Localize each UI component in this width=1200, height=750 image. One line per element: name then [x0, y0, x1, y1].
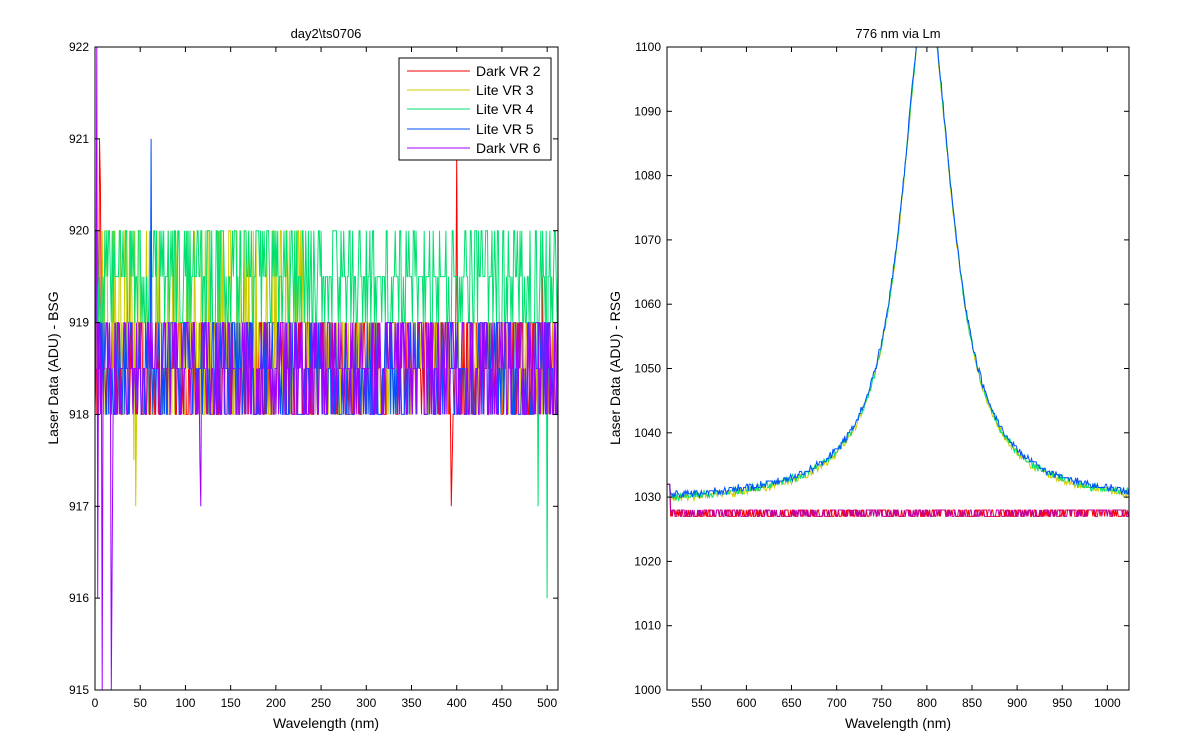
chart-right-series-group: [667, 47, 1129, 517]
chart-left-ylabel: Laser Data (ADU) - BSG: [45, 291, 61, 444]
chart-left-xtick-label: 250: [311, 696, 331, 710]
chart-right-ylabel: Laser Data (ADU) - RSG: [607, 291, 623, 445]
legend-label-dark-vr-2: Dark VR 2: [476, 63, 541, 79]
chart-right-ytick-label: 1020: [634, 554, 661, 568]
chart-right-xtick-label: 600: [736, 696, 756, 710]
chart-right-ytick-label: 1040: [634, 426, 661, 440]
chart-left-ytick-label: 921: [69, 132, 89, 146]
chart-right-ytick-label: 1000: [634, 683, 661, 697]
chart-right-xtick-label: 950: [1052, 696, 1072, 710]
chart-left-axes-box: [94, 46, 559, 691]
chart-right: 776 nm via Lm 550 600 650 700 750 800 850 900 95…: [607, 26, 1130, 731]
chart-right-ytick-label: 1090: [634, 104, 661, 118]
chart-right-plot-area: 550 600 650 700 750 800 850 900 950 1000 1000 1010…: [634, 40, 1130, 710]
chart-right-xtick-label: 900: [1007, 696, 1027, 710]
chart-right-y-ticks: 1000 1010 1020 1030 1040 1050 1060 1070 1080 1090…: [634, 40, 1129, 697]
chart-right-xlabel: Wavelength (nm): [845, 715, 951, 731]
chart-right-xtick-label: 800: [917, 696, 937, 710]
chart-right-xtick-label: 700: [827, 696, 847, 710]
legend-label-dark-vr-6: Dark VR 6: [476, 140, 541, 156]
chart-right-ytick-label: 1010: [634, 619, 661, 633]
chart-right-x-ticks: 550 600 650 700 750 800 850 900 950 1000: [691, 47, 1121, 710]
chart-right-background: [667, 47, 1129, 690]
chart-left: day2\ts0706 0 50 100 150 200 250 300 350 400 450 5…: [45, 26, 559, 731]
series-line-lite-vr-5: [667, 47, 1129, 499]
chart-left-x-ticks: 0 50 100 150 200 250 300 350 400 450 500: [92, 47, 557, 710]
legend-label-lite-vr-3: Lite VR 3: [476, 82, 534, 98]
chart-left-xtick-label: 200: [266, 696, 286, 710]
chart-left-xtick-label: 500: [537, 696, 557, 710]
series-line-dark-vr-6: [667, 483, 1129, 517]
chart-left-xtick-label: 50: [134, 696, 148, 710]
chart-right-xtick-label: 1000: [1094, 696, 1121, 710]
chart-left-xtick-label: 0: [92, 696, 99, 710]
chart-left-ytick-label: 915: [69, 683, 89, 697]
chart-left-ytick-label: 916: [69, 591, 89, 605]
legend-label-lite-vr-5: Lite VR 5: [476, 121, 534, 137]
chart-left-y-ticks: 915 916 917 918 919 920 921 922: [69, 40, 558, 697]
chart-left-xlabel: Wavelength (nm): [273, 715, 379, 731]
chart-right-title: 776 nm via Lm: [855, 26, 940, 41]
chart-left-ytick-label: 920: [69, 224, 89, 238]
series-line-lite-vr-4: [94, 230, 559, 599]
chart-right-ytick-label: 1050: [634, 362, 661, 376]
chart-right-ytick-label: 1100: [635, 40, 661, 54]
chart-right-xtick-label: 750: [872, 696, 892, 710]
chart-left-ytick-label: 917: [69, 499, 89, 513]
legend-label-lite-vr-4: Lite VR 4: [476, 101, 534, 117]
chart-right-ytick-label: 1060: [634, 297, 661, 311]
chart-left-xtick-label: 450: [492, 696, 512, 710]
chart-left-ytick-label: 919: [69, 316, 89, 330]
chart-left-series-group: [94, 46, 559, 691]
chart-left-xtick-label: 150: [221, 696, 241, 710]
chart-left-xtick-label: 350: [401, 696, 421, 710]
chart-left-legend: Dark VR 2 Lite VR 3 Lite VR 4 Lite VR 5 …: [398, 57, 552, 161]
chart-left-xtick-label: 300: [356, 696, 376, 710]
chart-right-xtick-label: 650: [782, 696, 802, 710]
series-line-dark-vr-6: [94, 46, 559, 691]
chart-left-title: day2\ts0706: [291, 26, 362, 41]
chart-left-ytick-label: 922: [69, 40, 89, 54]
chart-right-ytick-label: 1030: [634, 490, 661, 504]
chart-left-ytick-label: 918: [69, 407, 89, 421]
chart-left-xtick-label: 100: [175, 696, 195, 710]
chart-right-ytick-label: 1080: [634, 169, 661, 183]
chart-left-xtick-label: 400: [447, 696, 467, 710]
chart-right-xtick-label: 550: [691, 696, 711, 710]
chart-right-ytick-label: 1070: [634, 233, 661, 247]
chart-right-xtick-label: 850: [962, 696, 982, 710]
